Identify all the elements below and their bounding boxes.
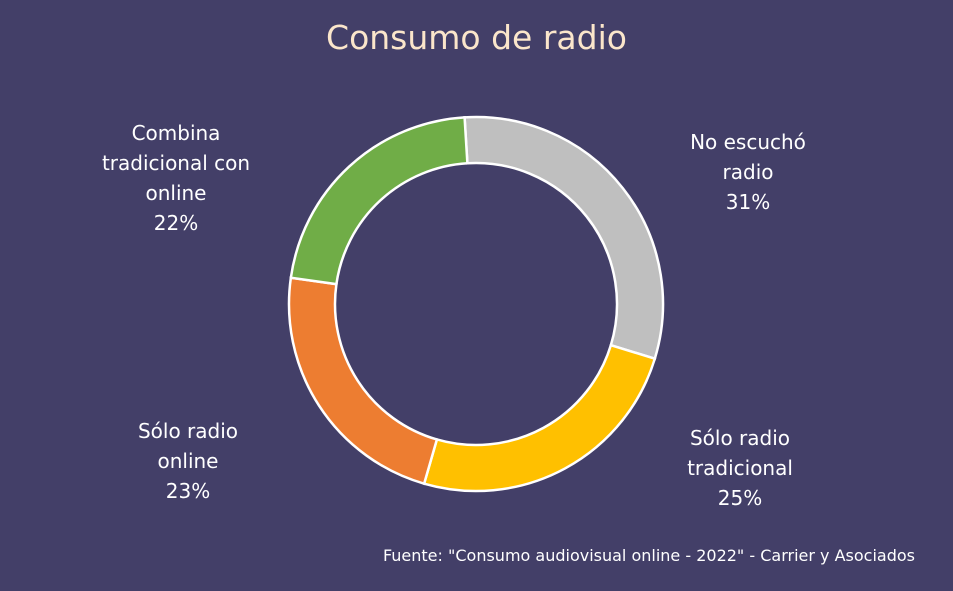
- donut-segment: [287, 276, 439, 486]
- donut-segment: [289, 116, 469, 286]
- value-label: 22%: [153, 211, 199, 235]
- segment-label: Sólo radio tradicional 25%: [660, 423, 820, 513]
- segment-label: Combina tradicional con online 22%: [86, 118, 266, 238]
- category-label: Sólo radio online: [137, 419, 239, 473]
- value-label: 31%: [725, 190, 771, 214]
- donut-segment: [422, 343, 657, 493]
- source-note: Fuente: "Consumo audiovisual online - 20…: [382, 546, 915, 565]
- segment-label: Sólo radio online 23%: [113, 416, 263, 506]
- segment-label: No escuchó radio 31%: [668, 127, 828, 217]
- category-label: Sólo radio tradicional: [687, 426, 793, 480]
- value-label: 25%: [717, 486, 763, 510]
- category-label: No escuchó radio: [690, 130, 806, 184]
- value-label: 23%: [165, 479, 211, 503]
- category-label: Combina tradicional con online: [101, 121, 251, 205]
- donut-segment: [463, 115, 665, 361]
- chart-title: Consumo de radio: [326, 18, 627, 57]
